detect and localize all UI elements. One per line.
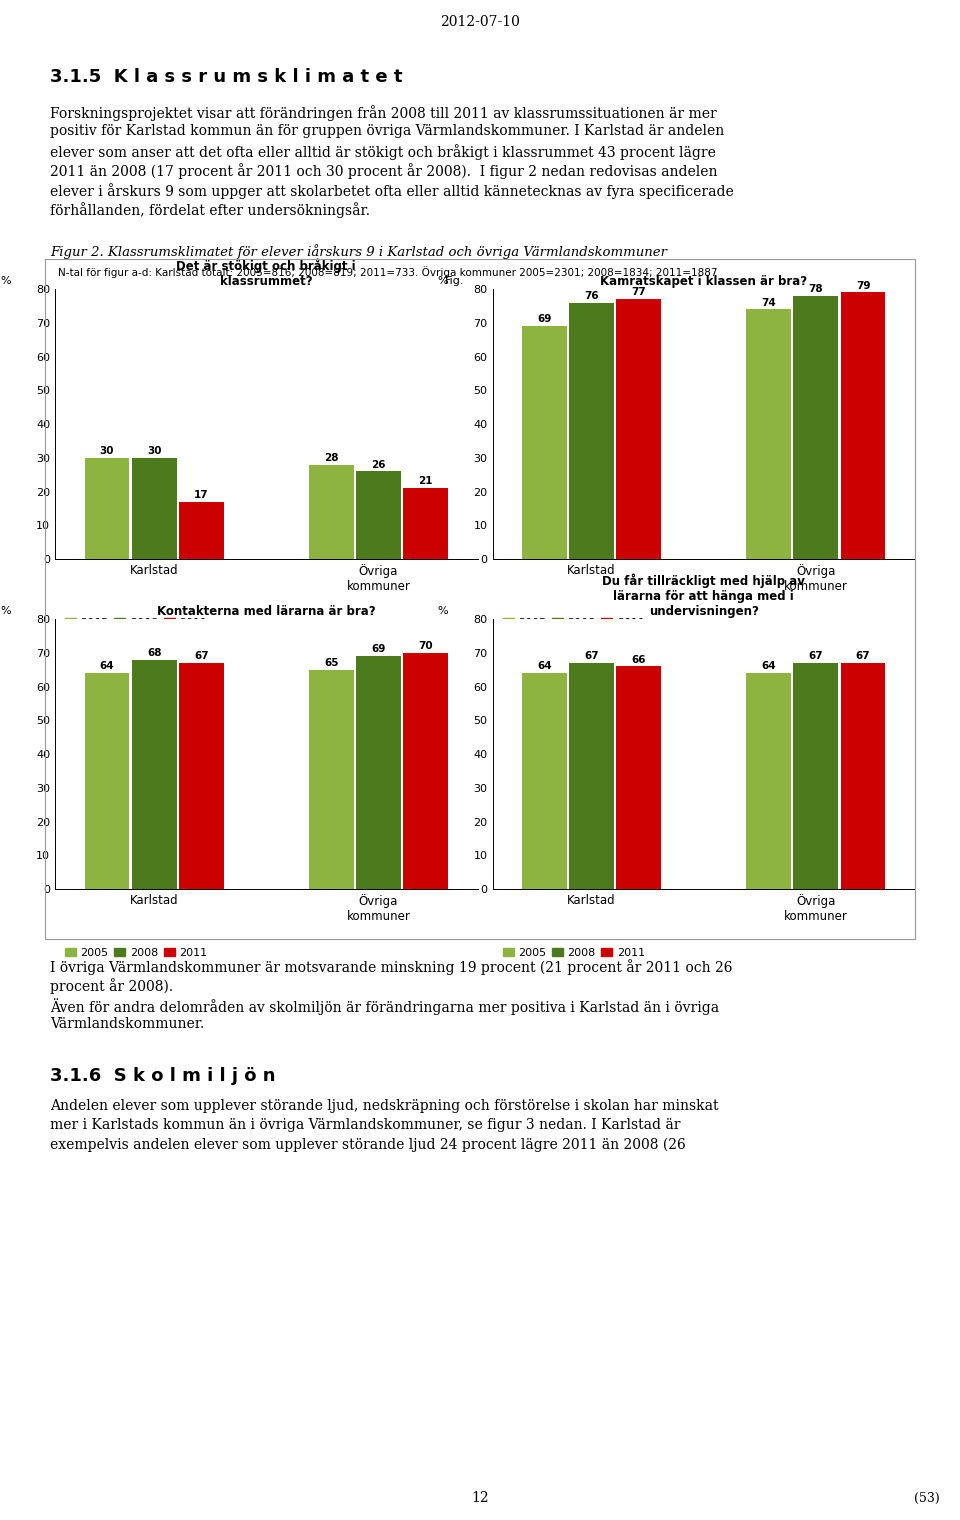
- Bar: [746, 673, 791, 889]
- Text: mer i Karlstads kommun än i övriga Värmlandskommuner, se figur 3 nedan. I Karlst: mer i Karlstads kommun än i övriga Värml…: [50, 1119, 681, 1132]
- Bar: [84, 458, 130, 559]
- Text: %: %: [0, 606, 11, 616]
- Text: 79: 79: [855, 281, 871, 290]
- Text: 21: 21: [419, 476, 433, 486]
- Bar: [356, 657, 400, 889]
- Bar: [179, 663, 224, 889]
- Text: procent år 2008).: procent år 2008).: [50, 979, 173, 994]
- Title: Kontakterna med lärarna är bra?: Kontakterna med lärarna är bra?: [156, 605, 375, 617]
- Text: 28: 28: [324, 453, 339, 462]
- Legend: 2005, 2008, 2011: 2005, 2008, 2011: [60, 613, 212, 632]
- Text: 69: 69: [372, 644, 386, 655]
- Text: 2011 än 2008 (17 procent år 2011 och 30 procent år 2008).  I figur 2 nedan redov: 2011 än 2008 (17 procent år 2011 och 30 …: [50, 164, 717, 179]
- Text: %: %: [438, 277, 448, 286]
- Text: exempelvis andelen elever som upplever störande ljud 24 procent lägre 2011 än 20: exempelvis andelen elever som upplever s…: [50, 1138, 685, 1152]
- Text: 67: 67: [585, 651, 599, 661]
- Title: Du får tillräckligt med hjälp av
lärarna för att hänga med i
undervisningen?: Du får tillräckligt med hjälp av lärarna…: [602, 573, 805, 617]
- Text: 26: 26: [372, 459, 386, 470]
- Bar: [309, 670, 353, 889]
- Text: 68: 68: [147, 648, 161, 658]
- Text: 66: 66: [632, 655, 646, 664]
- Text: Värmlandskommuner.: Värmlandskommuner.: [50, 1017, 204, 1032]
- Bar: [179, 502, 224, 559]
- Bar: [132, 458, 177, 559]
- Text: I övriga Värmlandskommuner är motsvarande minskning 19 procent (21 procent år 20: I övriga Värmlandskommuner är motsvarand…: [50, 959, 732, 974]
- Text: Forskningsprojektet visar att förändringen från 2008 till 2011 av klassrumssitua: Forskningsprojektet visar att förändring…: [50, 105, 717, 122]
- Title: Det är stökigt och bråkigt i
klassrummet?: Det är stökigt och bråkigt i klassrummet…: [177, 258, 356, 287]
- Text: 3.1.6  S k o l m i l j ö n: 3.1.6 S k o l m i l j ö n: [50, 1067, 276, 1085]
- Text: 64: 64: [100, 661, 114, 672]
- Legend: 2005, 2008, 2011: 2005, 2008, 2011: [60, 942, 212, 962]
- Bar: [794, 663, 838, 889]
- Text: 67: 67: [194, 651, 208, 661]
- Text: 77: 77: [632, 287, 646, 298]
- Text: 69: 69: [538, 315, 552, 324]
- Text: %: %: [438, 606, 448, 616]
- Bar: [841, 292, 885, 559]
- Bar: [84, 673, 130, 889]
- Text: (53): (53): [914, 1493, 940, 1505]
- Text: 74: 74: [761, 298, 776, 307]
- Text: 17: 17: [194, 489, 208, 500]
- Text: Andelen elever som upplever störande ljud, nedskräpning och förstörelse i skolan: Andelen elever som upplever störande lju…: [50, 1099, 718, 1113]
- Bar: [309, 465, 353, 559]
- Bar: [616, 299, 661, 559]
- Bar: [746, 309, 791, 559]
- Text: 70: 70: [419, 641, 433, 651]
- Legend: 2005, 2008, 2011: 2005, 2008, 2011: [498, 942, 649, 962]
- Bar: [616, 666, 661, 889]
- Bar: [522, 673, 566, 889]
- Text: 64: 64: [537, 661, 552, 672]
- Bar: [569, 302, 614, 559]
- Bar: [841, 663, 885, 889]
- Legend: 2005, 2008, 2011: 2005, 2008, 2011: [498, 613, 649, 632]
- Text: Figur 2. Klassrumsklimatet för elever iårskurs 9 i Karlstad och övriga Värmlands: Figur 2. Klassrumsklimatet för elever iå…: [50, 245, 667, 258]
- Text: elever som anser att det ofta eller alltid är stökigt och bråkigt i klassrummet : elever som anser att det ofta eller allt…: [50, 144, 716, 160]
- Text: 12: 12: [471, 1491, 489, 1505]
- Text: positiv för Karlstad kommun än för gruppen övriga Värmlandskommuner. I Karlstad : positiv för Karlstad kommun än för grupp…: [50, 125, 724, 138]
- Title: Kamratskapet i klassen är bra?: Kamratskapet i klassen är bra?: [600, 275, 807, 287]
- Bar: [794, 296, 838, 559]
- Bar: [569, 663, 614, 889]
- Text: 65: 65: [324, 658, 339, 667]
- Text: 67: 67: [855, 651, 871, 661]
- Text: %: %: [0, 277, 11, 286]
- Text: Fig.: Fig.: [445, 277, 465, 286]
- Text: 78: 78: [808, 284, 823, 293]
- Text: N-tal för figur a-d: Karlstad totalt: 2005=816; 2008=819; 2011=733. Övriga kommu: N-tal för figur a-d: Karlstad totalt: 20…: [58, 266, 717, 278]
- Bar: [403, 488, 448, 559]
- Text: förhållanden, fördelat efter undersökningsår.: förhållanden, fördelat efter undersöknin…: [50, 202, 370, 219]
- Text: 3.1.5  K l a s s r u m s k l i m a t e t: 3.1.5 K l a s s r u m s k l i m a t e t: [50, 68, 402, 87]
- Text: elever i årskurs 9 som uppger att skolarbetet ofta eller alltid kännetecknas av : elever i årskurs 9 som uppger att skolar…: [50, 182, 733, 199]
- Text: 2012-07-10: 2012-07-10: [440, 15, 520, 29]
- Text: 64: 64: [761, 661, 776, 672]
- Text: 67: 67: [808, 651, 823, 661]
- Bar: [522, 327, 566, 559]
- Text: Även för andra delområden av skolmiljön är förändringarna mer positiva i Karlsta: Även för andra delområden av skolmiljön …: [50, 999, 719, 1015]
- Text: 30: 30: [147, 445, 161, 456]
- Text: 76: 76: [585, 290, 599, 301]
- Text: 30: 30: [100, 445, 114, 456]
- Bar: [403, 652, 448, 889]
- Bar: [132, 660, 177, 889]
- Bar: [356, 471, 400, 559]
